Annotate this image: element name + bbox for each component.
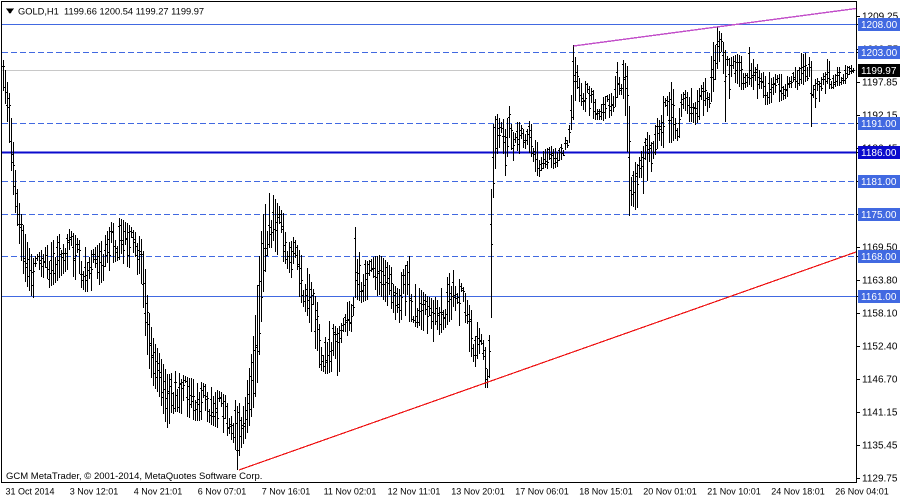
svg-text:GCM MetaTrader, © 2001-2014, M: GCM MetaTrader, © 2001-2014, MetaQuotes … bbox=[6, 471, 262, 482]
svg-text:1181.00: 1181.00 bbox=[861, 177, 897, 188]
svg-text:20 Nov 01:01: 20 Nov 01:01 bbox=[643, 487, 697, 497]
svg-text:12 Nov 11:01: 12 Nov 11:01 bbox=[388, 487, 441, 497]
svg-text:1192.15: 1192.15 bbox=[862, 111, 898, 122]
svg-text:1158.10: 1158.10 bbox=[862, 309, 898, 320]
svg-text:1186.00: 1186.00 bbox=[861, 148, 897, 159]
svg-text:1163.80: 1163.80 bbox=[862, 276, 898, 287]
svg-text:1129.75: 1129.75 bbox=[862, 474, 898, 485]
svg-text:1168.00: 1168.00 bbox=[861, 252, 897, 263]
svg-text:1208.00: 1208.00 bbox=[861, 20, 898, 31]
svg-text:21 Nov 10:01: 21 Nov 10:01 bbox=[707, 487, 761, 497]
svg-text:7 Nov 16:01: 7 Nov 16:01 bbox=[262, 487, 311, 497]
svg-text:1135.45: 1135.45 bbox=[862, 441, 898, 452]
svg-text:26 Nov 04:01: 26 Nov 04:01 bbox=[835, 487, 889, 497]
svg-text:1175.00: 1175.00 bbox=[861, 210, 897, 221]
svg-text:31 Oct 2014: 31 Oct 2014 bbox=[5, 487, 54, 497]
svg-text:6 Nov 07:01: 6 Nov 07:01 bbox=[198, 487, 247, 497]
svg-text:1141.15: 1141.15 bbox=[862, 408, 898, 419]
svg-text:1197.85: 1197.85 bbox=[862, 78, 898, 89]
svg-text:GOLD,H1 1199.66 1200.54 1199.: GOLD,H1 1199.66 1200.54 1199.27 1199.97 bbox=[18, 7, 204, 17]
svg-text:1191.00: 1191.00 bbox=[861, 119, 897, 130]
svg-text:1203.00: 1203.00 bbox=[861, 48, 898, 59]
svg-text:1199.97: 1199.97 bbox=[861, 66, 897, 77]
svg-text:4 Nov 21:01: 4 Nov 21:01 bbox=[134, 487, 183, 497]
svg-text:24 Nov 18:01: 24 Nov 18:01 bbox=[771, 487, 825, 497]
svg-text:17 Nov 06:01: 17 Nov 06:01 bbox=[515, 487, 569, 497]
svg-text:1209.25: 1209.25 bbox=[862, 12, 899, 23]
svg-text:3 Nov 12:01: 3 Nov 12:01 bbox=[70, 487, 119, 497]
svg-text:1152.40: 1152.40 bbox=[862, 342, 898, 353]
svg-text:11 Nov 02:01: 11 Nov 02:01 bbox=[324, 487, 377, 497]
svg-text:1161.00: 1161.00 bbox=[861, 292, 897, 303]
svg-text:1169.50: 1169.50 bbox=[862, 243, 898, 254]
svg-text:1146.70: 1146.70 bbox=[862, 375, 898, 386]
svg-text:13 Nov 20:01: 13 Nov 20:01 bbox=[451, 487, 505, 497]
svg-text:18 Nov 15:01: 18 Nov 15:01 bbox=[579, 487, 633, 497]
